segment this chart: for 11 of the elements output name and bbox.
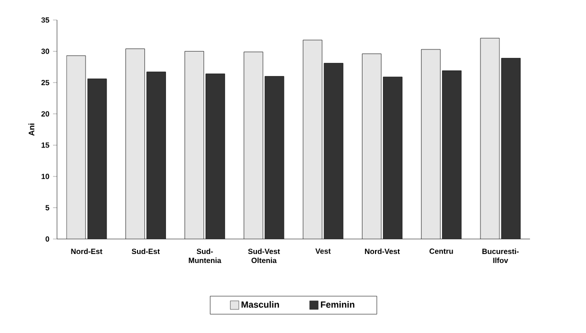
bar (126, 48, 145, 239)
bar (66, 56, 86, 239)
y-axis-title: Ani (28, 124, 34, 136)
bar (421, 49, 440, 239)
bar (244, 52, 263, 239)
bar (184, 51, 204, 239)
legend-label: Feminin (320, 301, 354, 308)
bar (480, 38, 500, 239)
bar (303, 40, 322, 239)
legend-label: Masculin (242, 301, 279, 308)
bar (362, 54, 382, 239)
